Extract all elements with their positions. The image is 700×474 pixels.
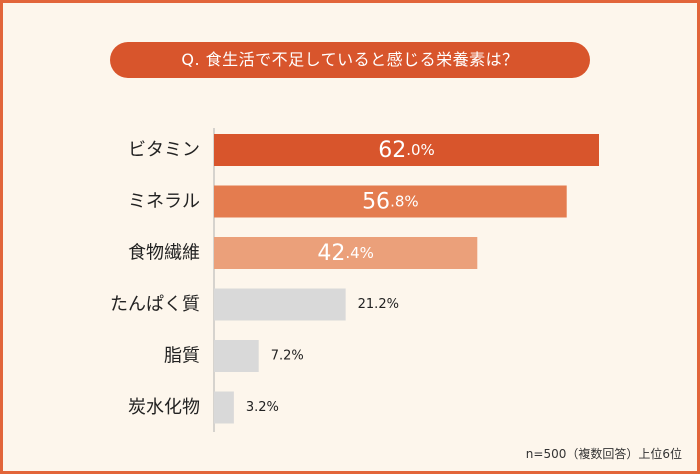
- category-label: ミネラル: [128, 191, 200, 212]
- chart-title: Q. 食生活で不足していると感じる栄養素は？: [110, 42, 590, 78]
- bar: [214, 185, 567, 218]
- category-label: 炭水化物: [128, 397, 200, 418]
- value-label: 56.8%: [362, 189, 419, 214]
- value-label: 3.2%: [246, 400, 279, 415]
- bar: [214, 288, 346, 321]
- category-label: ビタミン: [128, 140, 200, 161]
- category-label: たんぱく質: [110, 294, 200, 315]
- category-label: 食物繊維: [128, 243, 200, 264]
- value-label: 7.2%: [271, 349, 304, 364]
- bar: [214, 391, 234, 424]
- footnote: n=500（複数回答）上位6位: [525, 447, 682, 461]
- category-label: 脂質: [164, 346, 200, 367]
- value-label: 42.4%: [317, 241, 374, 266]
- bar: [214, 340, 259, 372]
- bar: [214, 134, 599, 166]
- bar: [214, 237, 478, 269]
- value-label: 21.2%: [358, 297, 399, 312]
- value-label: 62.0%: [378, 138, 435, 163]
